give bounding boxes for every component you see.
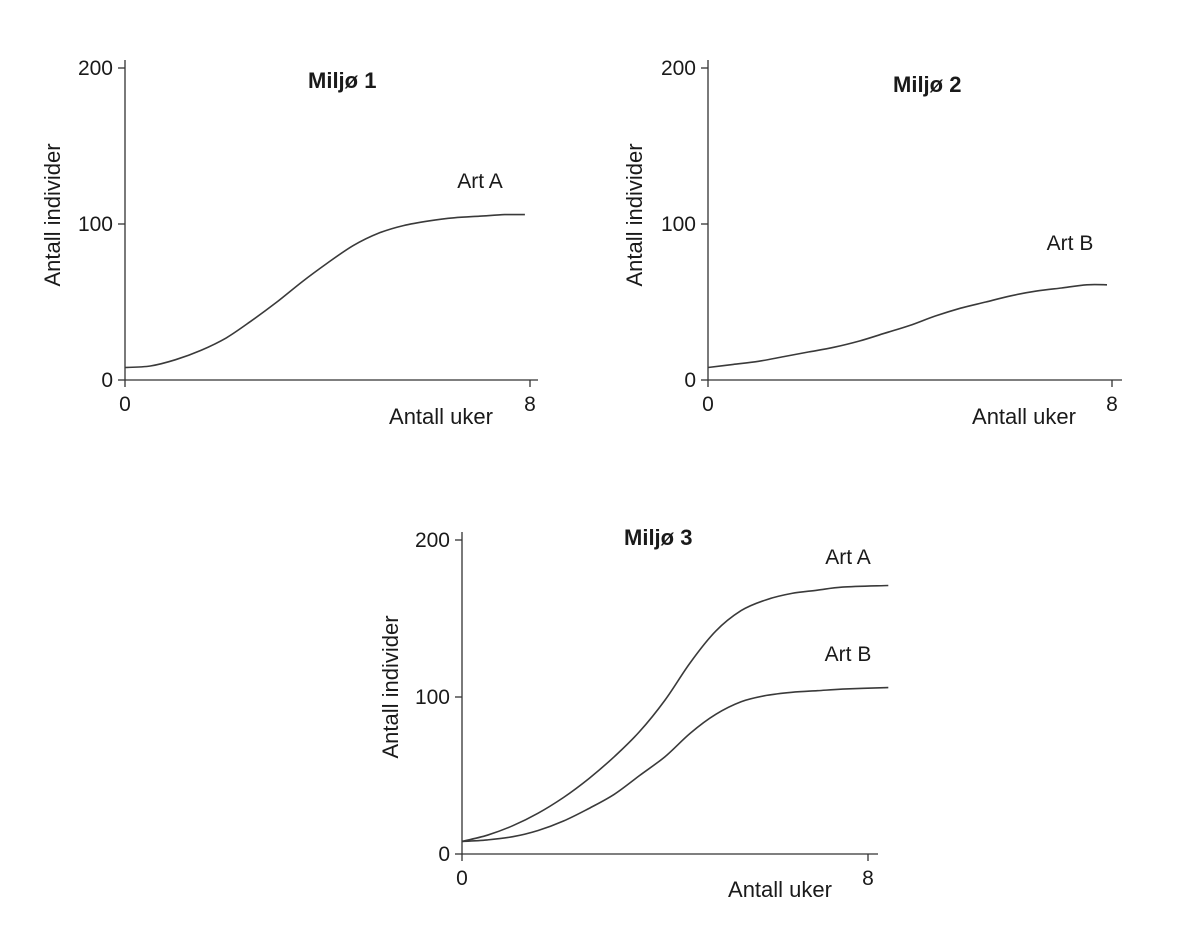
series-line-art-b <box>461 686 889 843</box>
y-tick-label: 200 <box>661 57 696 80</box>
y-tick-label: 200 <box>78 57 113 80</box>
series-line-art-a <box>124 213 525 369</box>
chart-title: Miljø 3 <box>624 525 692 550</box>
chart-panel-2: 0 100 200 0 8 Miljø 2 Antall uker Antall indivi… <box>622 57 1122 429</box>
series-label-art-a: Art A <box>457 170 503 193</box>
y-tick-label: 200 <box>415 529 450 552</box>
series-line-art-a <box>461 584 889 843</box>
chart-panel-3: 0 100 200 0 8 Miljø 3 Antall uker Antall indivi… <box>378 525 889 902</box>
series-label-art-b: Art B <box>825 643 872 666</box>
y-axis-label: Antall individer <box>378 615 403 758</box>
chart-title: Miljø 1 <box>308 68 376 93</box>
y-tick-label: 0 <box>101 369 113 392</box>
series-line-art-b <box>707 283 1108 369</box>
x-tick-label: 0 <box>702 393 714 416</box>
x-tick-label: 0 <box>119 393 131 416</box>
y-axis-label: Antall individer <box>40 143 65 286</box>
series-label-art-b: Art B <box>1047 232 1094 255</box>
y-axis-label: Antall individer <box>622 143 647 286</box>
chart-title: Miljø 2 <box>893 72 961 97</box>
y-tick-label: 0 <box>438 843 450 866</box>
y-tick-label: 100 <box>78 213 113 236</box>
x-tick-label: 8 <box>524 393 536 416</box>
y-tick-label: 0 <box>684 369 696 392</box>
chart-panel-1: 0 100 200 0 8 Miljø 1 Antall uker Antall indivi… <box>40 57 538 429</box>
y-tick-label: 100 <box>661 213 696 236</box>
y-tick-label: 100 <box>415 686 450 709</box>
x-axis-label: Antall uker <box>972 404 1076 429</box>
x-axis-label: Antall uker <box>389 404 493 429</box>
x-tick-label: 8 <box>1106 393 1118 416</box>
x-tick-label: 8 <box>862 867 874 890</box>
x-tick-label: 0 <box>456 867 468 890</box>
series-label-art-a: Art A <box>825 546 871 569</box>
x-axis-label: Antall uker <box>728 877 832 902</box>
